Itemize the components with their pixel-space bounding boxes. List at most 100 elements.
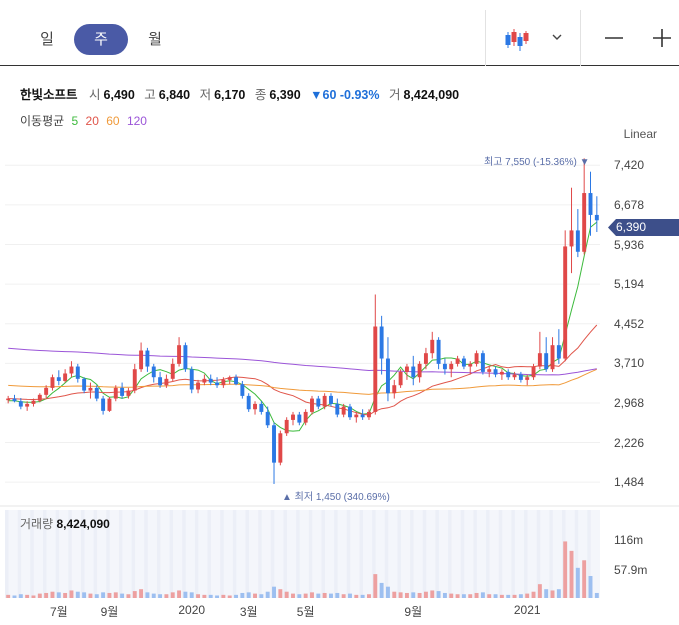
volume-bar <box>6 594 11 598</box>
volume-bg-stripe <box>460 510 465 598</box>
volume-bg-stripe <box>574 510 579 598</box>
period-tab-month[interactable]: 월 <box>148 31 162 48</box>
volume-panel-value: 8,424,090 <box>56 517 110 531</box>
volume-bg-stripe <box>258 510 262 598</box>
candle-body <box>322 395 327 407</box>
volume-bar <box>272 586 276 598</box>
candle-body <box>139 350 144 370</box>
candle-body <box>455 358 460 364</box>
chevron-down-icon[interactable] <box>550 24 564 54</box>
volume-value: 8,424,090 <box>403 88 460 102</box>
volume-bg-stripe <box>334 510 338 598</box>
x-axis-tick-label: 5월 <box>296 605 315 619</box>
current-price-tag: 6,390 <box>608 219 679 236</box>
volume-bar <box>139 589 144 598</box>
volume-bar <box>512 594 517 598</box>
volume-bg-stripe <box>511 510 515 598</box>
candle-body <box>253 403 257 410</box>
scale-mode-selector[interactable]: Linear <box>623 127 657 141</box>
volume-bar <box>556 589 561 598</box>
volume-bg-stripe <box>397 510 401 598</box>
candle-body <box>506 371 511 378</box>
moving-average-line-60 <box>8 368 598 395</box>
volume-bar <box>411 592 416 598</box>
volume-bar <box>499 594 504 598</box>
zoom-out-icon[interactable] <box>602 24 626 54</box>
volume-bg-stripe <box>346 510 351 598</box>
volume-bar <box>278 589 283 598</box>
volume-bar <box>474 592 479 598</box>
volume-bar <box>18 594 23 598</box>
period-tab-week[interactable]: 주 <box>74 24 128 55</box>
candle-body <box>411 366 416 378</box>
candle-body <box>272 425 276 463</box>
volume-bar <box>348 593 352 598</box>
chart-toolbar: 일 주 월 <box>0 0 679 66</box>
candle-body <box>392 385 397 394</box>
volume-bg-stripe <box>384 510 389 598</box>
volume-bar <box>259 594 264 598</box>
candle-body <box>588 193 593 215</box>
candle-body <box>499 371 504 375</box>
candle-body <box>373 326 378 412</box>
high-price: 6,840 <box>158 88 191 102</box>
candle-body <box>50 377 55 388</box>
candle-body <box>297 414 302 423</box>
y-axis-tick-label: 4,452 <box>614 316 645 331</box>
candle-body <box>284 419 289 434</box>
volume-bar <box>189 592 194 598</box>
volume-bar <box>297 594 302 598</box>
moving-average-legend[interactable]: 이동평균 5 20 60 120 <box>20 112 151 129</box>
volume-bg-stripe <box>372 510 376 598</box>
y-axis-tick-label: 7,420 <box>614 158 645 173</box>
candle-body <box>158 377 163 386</box>
volume-bg-stripe <box>220 510 224 598</box>
candle-body <box>569 230 574 247</box>
candle-body <box>417 363 422 378</box>
volume-bar <box>31 595 36 598</box>
candle-body <box>480 353 485 372</box>
volume-bar <box>132 591 137 598</box>
period-tab-day[interactable]: 일 <box>40 31 54 48</box>
volume-bg-stripe <box>118 510 123 598</box>
volume-bar <box>56 592 61 598</box>
volume-bar <box>537 584 542 598</box>
volume-bar <box>373 574 378 598</box>
candle-body <box>170 363 175 379</box>
volume-bar <box>360 594 365 598</box>
candle-body <box>461 358 466 367</box>
candle-body <box>329 395 333 404</box>
candle-body <box>101 398 106 411</box>
volume-bar <box>88 593 93 598</box>
open-label: 시 <box>89 88 101 102</box>
candle-body <box>348 406 352 418</box>
candle-body <box>145 350 150 367</box>
y-axis-tick-label: 5,936 <box>614 237 645 252</box>
volume-bar <box>101 592 106 598</box>
volume-bar <box>303 593 308 598</box>
zoom-in-icon[interactable] <box>650 24 674 54</box>
price-change-percent: -0.93% <box>339 88 380 102</box>
volume-bar <box>25 594 30 598</box>
volume-bar <box>430 590 435 598</box>
volume-bg-stripe <box>473 510 477 598</box>
candle-body <box>449 363 454 370</box>
close-label: 종 <box>254 88 267 102</box>
y-axis-tick-label: 3,710 <box>614 356 645 371</box>
high-label: 고 <box>144 88 156 102</box>
volume-bar <box>37 593 42 598</box>
volume-bar <box>113 592 118 598</box>
candle-body <box>88 387 93 391</box>
chart-type-candle-icon[interactable] <box>500 24 534 54</box>
volume-bar <box>329 593 333 598</box>
candle-body <box>189 369 194 390</box>
candle-body <box>474 353 479 364</box>
volume-bar <box>196 594 201 598</box>
volume-bar <box>582 560 587 598</box>
candle-body <box>82 378 87 391</box>
volume-bar <box>44 592 49 598</box>
candle-body <box>575 230 580 252</box>
x-axis-tick-label: 2021 <box>513 603 541 617</box>
volume-panel-header: 거래량 8,424,090 <box>20 515 110 532</box>
